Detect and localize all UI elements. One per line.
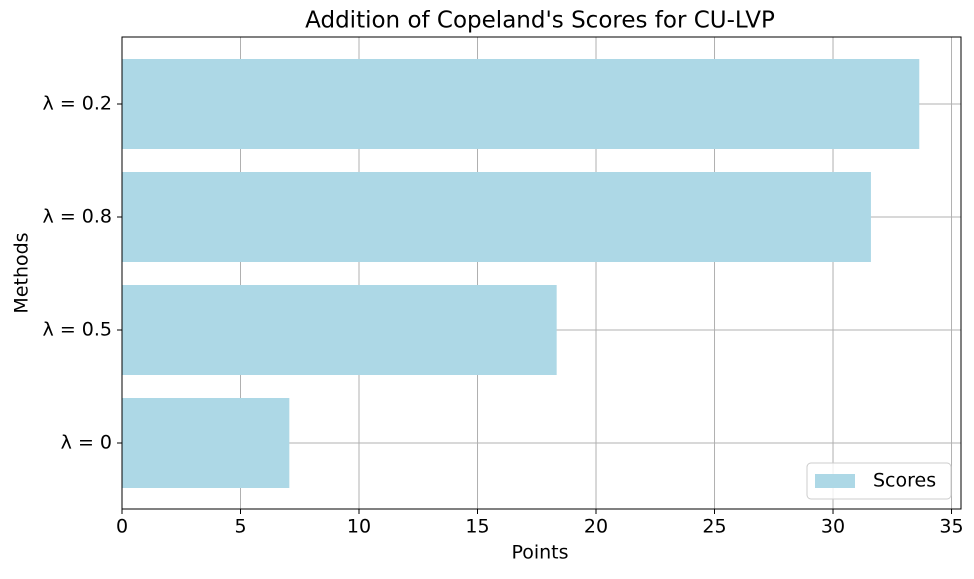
y-tick-label: λ = 0 <box>61 432 112 454</box>
x-tick-label: 20 <box>584 516 608 538</box>
y-tick-label: λ = 0.8 <box>43 206 112 228</box>
plot-frame <box>121 36 962 510</box>
x-tick-label: 25 <box>702 516 726 538</box>
bar <box>122 59 920 149</box>
x-tick-label: 5 <box>234 516 246 538</box>
x-tick-label: 30 <box>821 516 845 538</box>
x-tick-label: 10 <box>347 516 371 538</box>
y-tick-label: λ = 0.2 <box>43 93 112 115</box>
chart-title: Addition of Copeland's Scores for CU-LVP <box>305 8 775 34</box>
y-axis-label: Methods <box>11 232 33 313</box>
bar <box>122 398 290 488</box>
legend-label: Scores <box>873 470 936 492</box>
bar <box>122 172 871 262</box>
x-tick-label: 0 <box>116 516 128 538</box>
x-tick-label: 35 <box>939 516 963 538</box>
y-tick-label: λ = 0.5 <box>43 319 112 341</box>
legend-box <box>806 462 952 500</box>
x-tick-label: 15 <box>465 516 489 538</box>
x-axis-label: Points <box>511 542 568 564</box>
bar <box>122 285 557 375</box>
legend-swatch <box>815 474 855 488</box>
